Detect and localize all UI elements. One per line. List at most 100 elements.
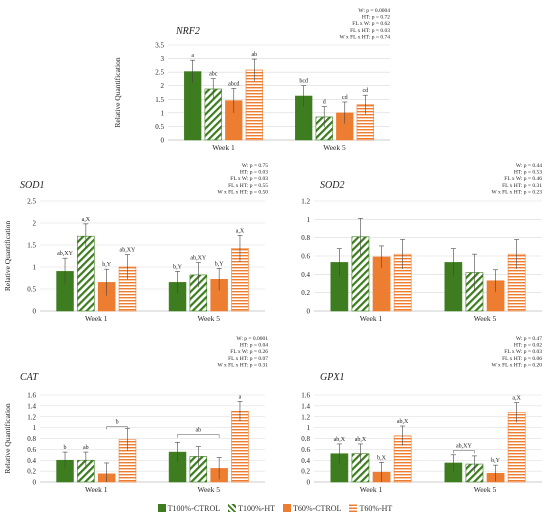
y-tick-label: 0 — [161, 137, 165, 145]
y-tick-label: 0.6 — [301, 253, 310, 261]
x-category-label: Week 1 — [360, 485, 383, 494]
x-category-label: Week 1 — [85, 314, 108, 323]
legend: T100%-CTROL T100%-HT T60%-CTROL T60%-HT — [0, 500, 550, 516]
stats-line: FL x HT: p = 0.06 — [502, 356, 542, 362]
stats-line: FL x W: p = 0.03 — [504, 349, 542, 355]
y-tick-label: 1 — [307, 216, 311, 224]
group-bracket-label: ab,XY — [456, 443, 472, 449]
legend-label: T100%-HT — [238, 503, 275, 513]
y-tick-label: 1.2 — [301, 413, 310, 421]
significance-label: b,X — [377, 455, 387, 461]
chart-title: SOD1 — [20, 180, 44, 191]
legend-item-t60-ht: T60%-HT — [349, 504, 392, 513]
significance-label: abcd — [228, 81, 239, 87]
y-tick-label: 0.4 — [301, 457, 310, 465]
stats-line: FL x W: p = 0.26 — [230, 349, 268, 355]
y-tick-label: 0.6 — [301, 446, 310, 454]
y-tick-label: 1.5 — [27, 242, 36, 250]
y-tick-label: 0.2 — [301, 289, 310, 297]
chart-title: NRF2 — [175, 26, 200, 37]
y-tick-label: 1.5 — [155, 96, 164, 104]
legend-item-t100-ctrol: T100%-CTROL — [157, 503, 221, 513]
stats-line: HT: p = 0.72 — [362, 15, 390, 21]
y-tick-label: 2 — [33, 220, 37, 228]
bar — [231, 411, 249, 483]
y-tick-label: 0.8 — [301, 234, 310, 242]
stats-line: HT: p = 0.02 — [514, 343, 542, 349]
y-tick-label: 2.5 — [155, 69, 164, 77]
significance-label: a,X — [236, 228, 245, 234]
significance-label: ab,X — [397, 419, 409, 425]
significance-label: cd — [362, 88, 368, 94]
stats-line: W: p = 0.75 — [242, 163, 268, 169]
y-tick-label: 1 — [33, 424, 37, 432]
significance-label: a — [239, 395, 242, 401]
legend-swatch — [157, 504, 166, 512]
y-tick-label: 1.6 — [27, 392, 36, 400]
x-category-label: Week 1 — [85, 485, 108, 494]
y-tick-label: 2.5 — [27, 198, 36, 206]
stats-line: HT: p = 0.03 — [240, 170, 268, 176]
group-bracket-label: ab — [196, 428, 202, 434]
stats-line: W x FL x HT: p = 0.74 — [340, 34, 391, 40]
y-tick-label: 0 — [33, 308, 37, 316]
significance-label: ab,XY — [190, 256, 206, 262]
legend-item-t60-ctrol: T60%-CTROL — [283, 504, 341, 513]
significance-label: b,Y — [215, 261, 225, 267]
stats-line: FL x W: p = 0.46 — [504, 176, 542, 182]
x-category-label: Week 1 — [360, 314, 383, 323]
chart-title: CAT — [20, 372, 39, 383]
stats-line: HT: p = 0.53 — [514, 170, 542, 176]
significance-label: bcd — [299, 79, 308, 85]
stats-line: FL x HT: p = 0.31 — [502, 183, 542, 189]
chart-panel-cat: 0 0.2 0.4 0.6 0.8 1 1.2 1.4 1.6 CAT W: p = 0.0001H… — [3, 336, 268, 494]
stats-line: W: p = 0.47 — [516, 336, 542, 342]
y-tick-label: 1 — [161, 109, 165, 117]
y-tick-label: 0.6 — [27, 446, 36, 454]
y-tick-label: 1.4 — [27, 402, 36, 410]
group-bracket — [177, 434, 220, 438]
significance-label: ab,XY — [57, 251, 73, 257]
significance-label: a,X — [82, 217, 91, 223]
y-tick-label: 0 — [33, 479, 37, 487]
significance-label: abc — [209, 72, 218, 78]
stats-line: W x FL x HT: p = 0.23 — [492, 189, 543, 195]
chart-panel-gpx1: 0 0.2 0.4 0.6 0.8 1 1.2 1.4 1.6 GPX1 W: p = 0.47HT… — [301, 336, 542, 494]
x-category-label: Week 5 — [197, 314, 220, 323]
y-axis-label: Relative Quantification — [113, 57, 122, 127]
y-tick-label: 0.5 — [155, 123, 164, 131]
legend-label: T60%-HT — [359, 503, 393, 513]
y-axis-label: Relative Quantification — [3, 403, 12, 473]
y-tick-label: 0 — [307, 479, 311, 487]
significance-label: b,Y — [491, 458, 501, 464]
y-tick-label: 1 — [33, 264, 37, 272]
x-category-label: Week 5 — [474, 314, 497, 323]
chart-title: SOD2 — [320, 180, 344, 191]
y-tick-label: 0.4 — [301, 271, 310, 279]
significance-label: ab,X — [355, 437, 367, 443]
stats-line: W x FL x HT: p = 0.31 — [218, 362, 269, 368]
y-tick-label: 1.2 — [27, 413, 36, 421]
significance-label: a — [191, 53, 194, 59]
significance-label: a,X — [512, 396, 521, 402]
legend-label: T100%-CTROL — [167, 503, 221, 513]
legend-item-t100-ht: T100%-HT — [228, 504, 275, 513]
y-tick-label: 0.8 — [27, 435, 36, 443]
group-bracket-label: b — [116, 420, 119, 426]
y-tick-label: 1.4 — [301, 402, 310, 410]
stats-line: W: p = 0.0001 — [236, 336, 268, 342]
bar — [507, 412, 526, 483]
significance-label: cd — [342, 95, 348, 101]
y-tick-label: 0.2 — [27, 468, 36, 476]
stats-line: W x FL x HT: p = 0.20 — [492, 362, 543, 368]
y-tick-label: 2 — [161, 82, 165, 90]
group-bracket — [106, 426, 128, 430]
y-tick-label: 0.2 — [301, 468, 310, 476]
stats-line: W: p = 0.0004 — [358, 8, 390, 14]
y-tick-label: 0 — [307, 308, 311, 316]
significance-label: ab,XY — [120, 248, 136, 254]
stats-line: FL x W: p = 0.03 — [230, 176, 268, 182]
stats-line: FL x HT: p = 0.03 — [350, 28, 390, 34]
